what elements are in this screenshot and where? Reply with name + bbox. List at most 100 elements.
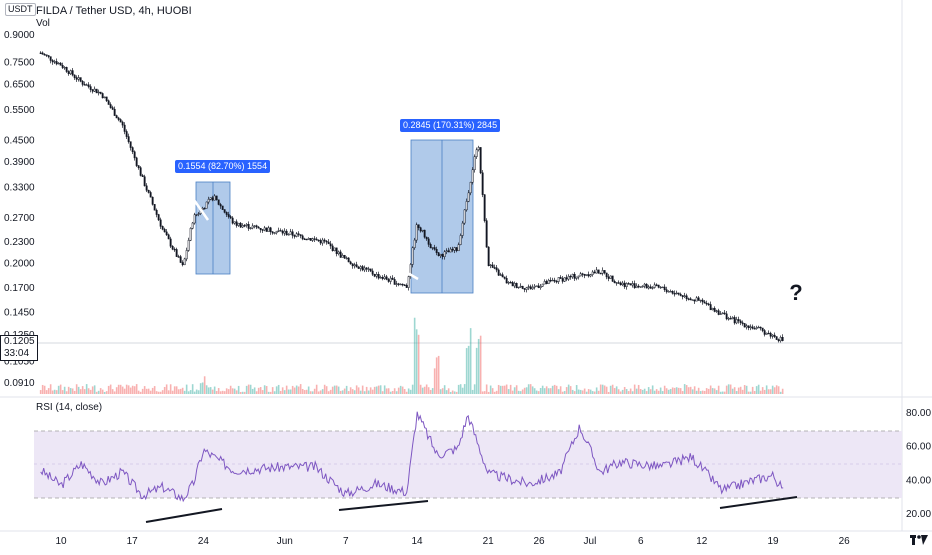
currency-badge[interactable]: USDT bbox=[5, 3, 36, 16]
candle-body-39 bbox=[117, 117, 120, 120]
volume-bar-48 bbox=[135, 384, 138, 394]
volume-bar-68 bbox=[175, 386, 178, 394]
trendline-white-2[interactable] bbox=[351, 239, 419, 281]
volume-bar-40 bbox=[119, 384, 122, 394]
candle-body-154 bbox=[347, 257, 350, 263]
volume-bar-296 bbox=[631, 391, 634, 394]
volume-bar-327 bbox=[693, 386, 696, 394]
candle-body-204 bbox=[447, 250, 450, 253]
candle-body-317 bbox=[673, 293, 676, 295]
candle-body-180 bbox=[399, 283, 402, 286]
volume-bar-260 bbox=[559, 386, 562, 394]
rsi-trendline-1[interactable] bbox=[145, 508, 223, 523]
trendline-white-1[interactable] bbox=[146, 133, 210, 221]
volume-bar-218 bbox=[475, 347, 478, 394]
candle-body-242 bbox=[523, 288, 526, 290]
volume-bar-333 bbox=[705, 388, 708, 394]
volume-bar-273 bbox=[585, 391, 588, 394]
candle-body-107 bbox=[253, 225, 256, 227]
candle-body-214 bbox=[467, 192, 470, 202]
time-axis[interactable]: 10 17 24 Jun 7 14 21 26 Jul 6 12 19 26 bbox=[55, 536, 850, 547]
volume-bar-196 bbox=[431, 388, 434, 394]
candle-body-0 bbox=[39, 52, 42, 54]
candle-body-250 bbox=[539, 286, 542, 288]
candle-body-287 bbox=[613, 281, 616, 284]
rsi-trendline-3[interactable] bbox=[719, 496, 798, 509]
volume-bar-228 bbox=[495, 390, 498, 394]
volume-bar-174 bbox=[387, 388, 390, 394]
price-tick-2: 0.6500 bbox=[4, 79, 35, 90]
volume-bar-302 bbox=[643, 388, 646, 394]
candle-body-129 bbox=[297, 233, 300, 235]
volume-bar-177 bbox=[393, 388, 396, 394]
candle-body-320 bbox=[679, 293, 682, 296]
volume-bar-167 bbox=[373, 386, 376, 394]
candle-body-22 bbox=[83, 84, 86, 86]
volume-bar-137 bbox=[313, 388, 316, 394]
candle-body-353 bbox=[745, 325, 748, 328]
candle-body-58 bbox=[155, 209, 158, 215]
volume-bar-209 bbox=[457, 384, 460, 394]
candle-body-24 bbox=[87, 84, 90, 87]
candle-body-238 bbox=[515, 283, 518, 289]
candle-body-249 bbox=[537, 285, 540, 288]
volume-bar-251 bbox=[541, 385, 544, 394]
candle-body-197 bbox=[433, 247, 436, 250]
tradingview-logo-icon bbox=[910, 535, 928, 545]
volume-bar-270 bbox=[579, 389, 582, 394]
candle-body-173 bbox=[385, 276, 388, 280]
candle-body-103 bbox=[245, 224, 248, 226]
candle-body-41 bbox=[121, 121, 124, 126]
candle-body-158 bbox=[355, 264, 358, 268]
candle-body-28 bbox=[95, 88, 98, 94]
candle-body-56 bbox=[151, 196, 154, 205]
volume-bar-34 bbox=[107, 385, 110, 394]
trendline-white-3[interactable] bbox=[726, 300, 799, 339]
candle-body-18 bbox=[75, 77, 78, 80]
candle-body-120 bbox=[279, 230, 282, 232]
candle-body-54 bbox=[147, 189, 150, 193]
candle-body-51 bbox=[141, 175, 144, 177]
candle-body-239 bbox=[517, 286, 520, 289]
candle-body-86 bbox=[211, 197, 214, 201]
candle-body-328 bbox=[695, 297, 698, 302]
candle-body-79 bbox=[197, 213, 200, 215]
candle-body-356 bbox=[751, 326, 754, 329]
time-tick-10: 12 bbox=[696, 536, 708, 547]
volume-bar-352 bbox=[743, 385, 746, 394]
candle-body-148 bbox=[335, 247, 338, 255]
volume-bar-290 bbox=[619, 391, 622, 394]
candle-body-232 bbox=[503, 276, 506, 279]
volume-bar-229 bbox=[497, 384, 500, 394]
candle-body-281 bbox=[601, 270, 604, 274]
volume-bar-275 bbox=[589, 389, 592, 394]
volume-bar-297 bbox=[633, 384, 636, 394]
candle-body-7 bbox=[53, 61, 56, 63]
volume-bar-126 bbox=[291, 385, 294, 394]
rsi-trendline-2[interactable] bbox=[338, 500, 429, 511]
candle-body-240 bbox=[519, 285, 522, 288]
candle-body-74 bbox=[187, 240, 190, 251]
candle-body-329 bbox=[697, 297, 700, 301]
rsi-axis[interactable]: 80.00 60.00 40.00 20.00 bbox=[906, 408, 931, 520]
volume-bar-369 bbox=[777, 386, 780, 394]
volume-bar-109 bbox=[257, 387, 260, 394]
volume-bar-183 bbox=[405, 391, 408, 394]
candle-body-75 bbox=[189, 228, 192, 241]
candle-body-269 bbox=[577, 275, 580, 278]
candle-body-323 bbox=[685, 295, 688, 300]
candle-body-115 bbox=[269, 227, 272, 233]
volume-bar-358 bbox=[755, 386, 758, 394]
price-tick-3: 0.5500 bbox=[4, 105, 35, 116]
volume-bar-281 bbox=[601, 384, 604, 394]
candle-body-59 bbox=[157, 214, 160, 221]
volume-bar-305 bbox=[649, 389, 652, 394]
candle-body-225 bbox=[489, 264, 492, 266]
volume-bar-280 bbox=[599, 384, 602, 394]
volume-bar-344 bbox=[727, 384, 730, 394]
volume-bar-160 bbox=[359, 390, 362, 394]
volume-bar-308 bbox=[655, 389, 658, 394]
volume-bar-269 bbox=[577, 389, 580, 394]
